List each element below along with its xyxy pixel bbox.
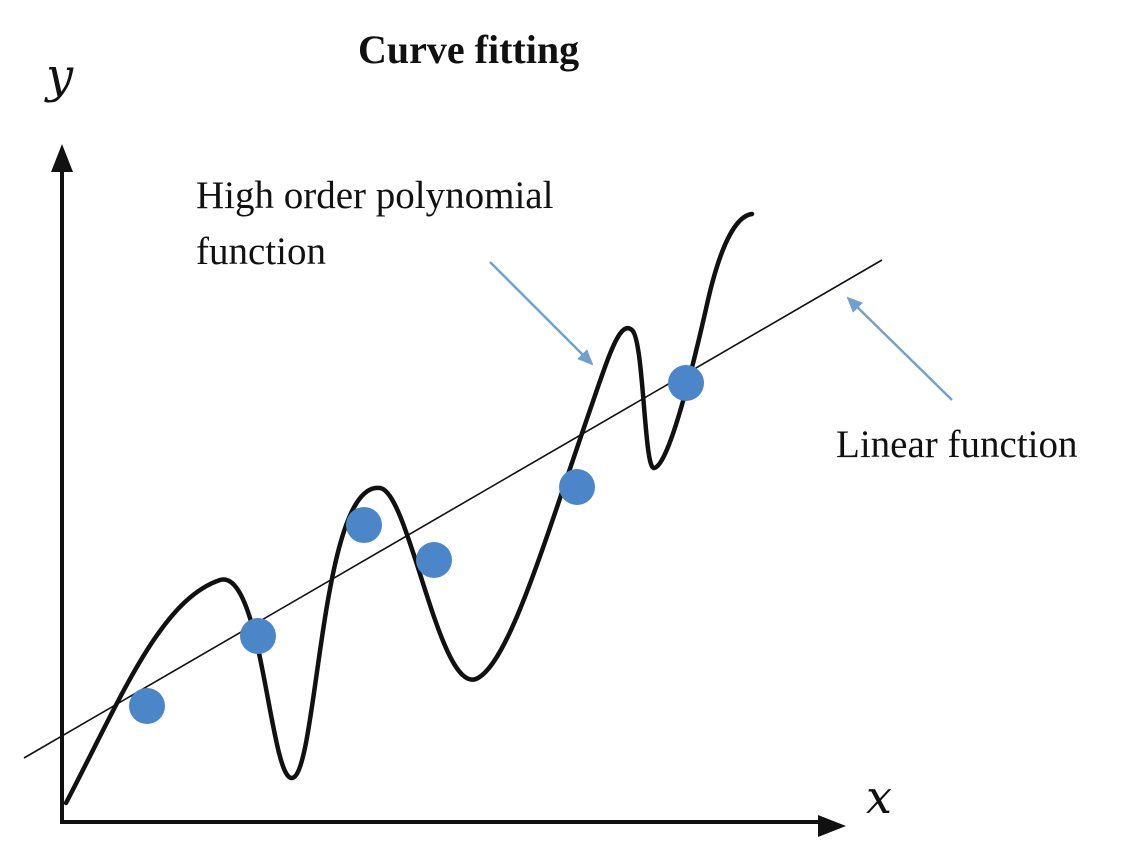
data-point <box>346 507 382 543</box>
x-axis-arrowhead <box>818 815 846 837</box>
data-point <box>668 365 704 401</box>
linear-function-line <box>23 259 883 759</box>
data-points <box>129 365 704 724</box>
chart-title: Curve fitting <box>358 27 580 72</box>
y-axis-label: y <box>46 48 74 104</box>
data-point <box>240 618 276 654</box>
linear-annotation-arrow <box>846 296 953 401</box>
y-axis-arrowhead <box>51 144 73 172</box>
polynomial-curve <box>63 211 755 806</box>
polynomial-annotation: High order polynomial function <box>196 168 553 280</box>
linear-annotation: Linear function <box>836 423 1078 466</box>
data-point <box>416 542 452 578</box>
polynomial-annotation-arrow <box>489 261 594 366</box>
polynomial-annotation-line-2: function <box>196 230 326 273</box>
x-axis-label: x <box>866 770 892 824</box>
polynomial-annotation-line-1: High order polynomial <box>196 174 554 217</box>
data-point <box>129 688 165 724</box>
data-point <box>559 469 595 505</box>
